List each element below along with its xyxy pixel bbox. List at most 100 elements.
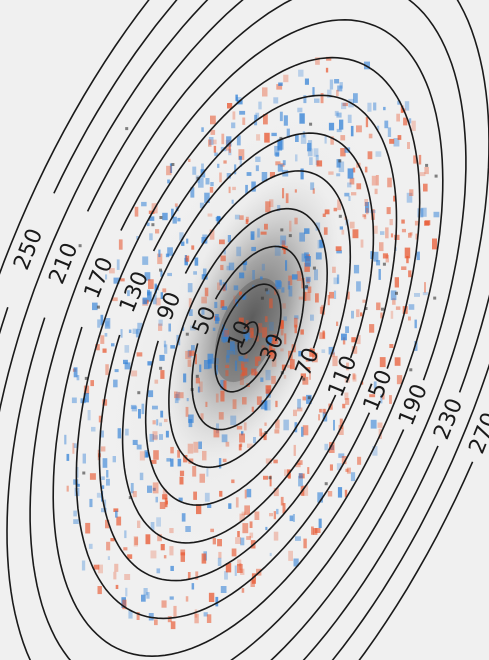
velocity-pixel	[238, 149, 245, 160]
velocity-pixel	[146, 222, 150, 227]
velocity-pixel	[333, 419, 335, 431]
velocity-pixel	[394, 234, 400, 240]
velocity-pixel	[327, 491, 333, 497]
velocity-pixel	[226, 355, 230, 363]
velocity-pixel	[394, 357, 401, 366]
velocity-pixel	[237, 564, 243, 573]
velocity-pixel	[214, 301, 218, 309]
velocity-pixel	[188, 419, 193, 428]
velocity-pixel	[372, 446, 378, 456]
velocity-pixel	[408, 232, 412, 238]
velocity-pixel	[156, 517, 161, 527]
velocity-pixel	[389, 344, 394, 348]
velocity-pixel	[152, 482, 159, 494]
velocity-pixel	[210, 182, 214, 187]
velocity-pixel	[331, 352, 335, 357]
velocity-pixel	[254, 356, 259, 366]
velocity-pixel	[204, 192, 210, 203]
velocity-pixel	[185, 526, 191, 532]
velocity-pixel	[385, 254, 389, 263]
velocity-pixel	[304, 262, 310, 272]
velocity-pixel	[199, 202, 205, 209]
velocity-pixel	[298, 350, 303, 357]
velocity-pixel	[336, 173, 341, 177]
velocity-pixel	[336, 112, 342, 118]
velocity-pixel	[209, 187, 214, 193]
velocity-pixel	[414, 319, 417, 329]
velocity-pixel	[334, 110, 339, 116]
velocity-pixel	[170, 621, 176, 630]
velocity-pixel	[422, 292, 428, 296]
velocity-pixel	[338, 424, 344, 435]
velocity-pixel	[217, 557, 222, 566]
velocity-pixel	[307, 467, 310, 474]
velocity-pixel	[319, 239, 324, 248]
velocity-pixel	[255, 112, 260, 119]
velocity-pixel	[305, 367, 311, 371]
velocity-pixel	[89, 473, 96, 480]
velocity-pixel	[166, 165, 172, 176]
velocity-pixel	[271, 132, 277, 137]
velocity-pixel	[346, 291, 350, 300]
velocity-pixel	[277, 164, 283, 172]
velocity-pixel	[164, 344, 168, 354]
velocity-pixel	[251, 181, 256, 192]
velocity-pixel	[169, 528, 174, 534]
velocity-pixel	[309, 157, 313, 165]
velocity-pixel	[227, 103, 233, 109]
velocity-pixel	[104, 499, 107, 509]
velocity-pixel	[333, 290, 337, 299]
velocity-pixel	[300, 373, 306, 378]
velocity-pixel	[128, 329, 132, 333]
velocity-pixel	[406, 256, 409, 264]
velocity-pixel	[408, 304, 415, 310]
velocity-pixel	[64, 434, 67, 445]
velocity-pixel	[159, 501, 166, 509]
velocity-pixel	[375, 175, 379, 186]
velocity-pixel	[286, 128, 290, 138]
velocity-pixel	[146, 592, 150, 599]
velocity-pixel	[307, 142, 312, 152]
velocity-pixel	[390, 310, 394, 319]
velocity-pixel	[167, 272, 172, 277]
velocity-pixel	[307, 148, 313, 157]
velocity-pixel	[407, 142, 410, 149]
velocity-pixel	[418, 154, 422, 165]
velocity-pixel	[364, 199, 368, 207]
velocity-pixel	[293, 558, 299, 567]
velocity-pixel	[351, 346, 358, 354]
velocity-pixel	[293, 444, 296, 456]
velocity-pixel	[113, 277, 120, 284]
velocity-pixel	[387, 177, 392, 188]
velocity-pixel	[229, 350, 235, 355]
velocity-pixel	[134, 206, 139, 217]
velocity-pixel	[236, 246, 242, 257]
velocity-pixel	[85, 522, 91, 534]
velocity-pixel	[186, 238, 189, 244]
velocity-pixel	[177, 392, 184, 399]
velocity-pixel	[319, 409, 322, 413]
velocity-pixel	[356, 309, 360, 318]
velocity-pixel	[377, 422, 383, 428]
velocity-pixel	[342, 403, 346, 409]
velocity-pixel	[263, 432, 267, 441]
velocity-pixel	[201, 553, 207, 564]
velocity-pixel	[373, 381, 377, 389]
velocity-pixel	[336, 250, 342, 254]
velocity-pixel	[396, 375, 403, 385]
velocity-pixel	[210, 129, 216, 135]
velocity-pixel	[181, 241, 185, 246]
velocity-pixel	[269, 513, 273, 517]
velocity-pixel	[300, 329, 304, 335]
velocity-pixel	[251, 246, 256, 252]
velocity-pixel	[297, 407, 303, 412]
velocity-pixel	[124, 530, 127, 539]
velocity-pixel	[337, 85, 343, 92]
contour-line	[98, 94, 398, 582]
star-dot	[125, 127, 129, 131]
velocity-pixel	[136, 236, 139, 240]
velocity-pixel	[299, 113, 305, 124]
velocity-pixel	[100, 314, 104, 326]
